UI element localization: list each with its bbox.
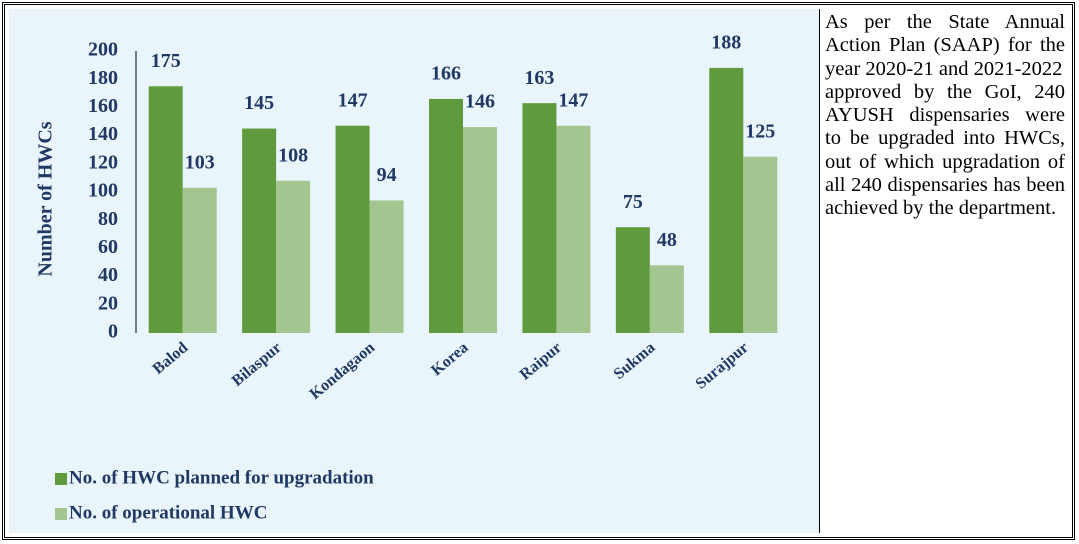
x-tick-label: Kondagaon (307, 339, 379, 403)
value-label: 103 (185, 151, 215, 173)
value-label: 146 (465, 91, 495, 113)
y-tick-label: 0 (108, 321, 118, 343)
y-tick-label: 120 (88, 151, 118, 173)
bar (649, 265, 684, 333)
chart: Number of HWCs 0 20 40 60 80 100 120 140 160 180 2… (35, 32, 778, 523)
y-tick-label: 40 (98, 264, 118, 286)
bar (182, 187, 217, 333)
y-tick-label: 100 (88, 180, 118, 202)
value-label: 166 (431, 63, 461, 85)
bar (615, 227, 650, 333)
value-label: 145 (244, 92, 274, 114)
y-tick-label: 140 (88, 123, 118, 145)
bar (276, 180, 311, 333)
bar (743, 156, 778, 333)
legend-swatch (55, 473, 67, 485)
bar (463, 127, 497, 333)
bar (335, 125, 370, 333)
x-tick-label: Korea (428, 339, 471, 379)
bar (556, 125, 591, 333)
value-label: 147 (558, 89, 588, 111)
paragraph: As per the State Annual Action Plan (SAA… (825, 11, 1065, 80)
legend-swatch (55, 508, 67, 520)
legend-label: No. of HWC planned for upgradation (69, 467, 374, 488)
bar (429, 98, 463, 333)
side-text: As per the State Annual Action Plan (SAA… (825, 11, 1065, 221)
legend-label: No. of operational HWC (69, 502, 267, 523)
value-label: 125 (745, 120, 775, 142)
chart-area: Number of HWCs 0 20 40 60 80 100 120 140 160 180 2… (9, 9, 820, 533)
value-label: 147 (338, 89, 368, 111)
y-axis-title: Number of HWCs (35, 121, 57, 276)
value-label: 94 (377, 164, 397, 186)
value-label: 163 (524, 67, 554, 89)
x-tick-label: Sukma (611, 339, 659, 383)
value-label: 108 (278, 144, 308, 166)
bar (148, 86, 183, 333)
x-tick-label: Balod (150, 339, 192, 378)
value-label: 75 (623, 191, 643, 213)
y-tick-label: 20 (98, 292, 118, 314)
x-tick-label: Surajpur (693, 339, 752, 393)
value-label: 48 (657, 229, 677, 251)
y-tick-label: 60 (98, 236, 118, 258)
bar (709, 67, 744, 334)
y-tick-label: 80 (98, 208, 118, 230)
y-tick-label: 180 (88, 67, 118, 89)
bar (369, 200, 404, 333)
x-tick-label: Raipur (517, 339, 565, 383)
bar (522, 103, 557, 333)
y-tick-label: 160 (88, 95, 118, 117)
bar (242, 128, 277, 333)
x-tick-label: Bilaspur (229, 339, 285, 390)
y-tick-label: 200 (88, 39, 118, 61)
value-label: 175 (151, 50, 181, 72)
value-label: 188 (711, 32, 741, 54)
paragraph: approved by the GoI, 240 AYUSH dispensar… (825, 80, 1065, 220)
